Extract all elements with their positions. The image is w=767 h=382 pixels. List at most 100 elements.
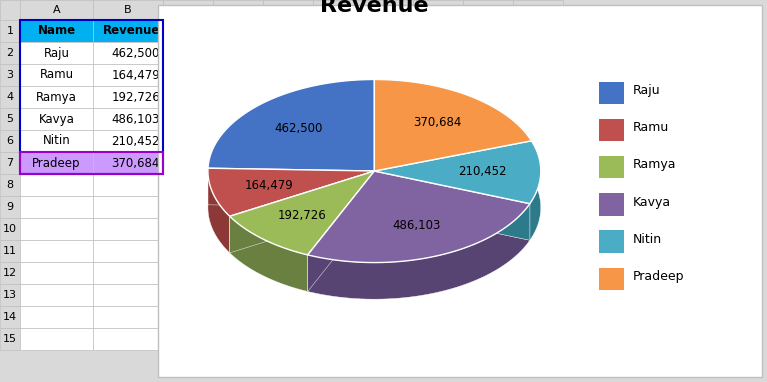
Polygon shape [374,141,541,204]
Bar [413,108,463,130]
Bar [263,240,313,262]
Bar [263,0,313,20]
Bar [0,86,20,108]
Bar [413,42,463,64]
Bar [363,0,413,20]
Bar [163,306,213,328]
Bar [413,20,463,42]
Bar [163,86,213,108]
Bar [20,20,93,42]
Bar [93,196,163,218]
Bar [599,119,624,141]
Text: Revenue: Revenue [320,0,429,16]
Bar [313,284,363,306]
Bar [413,284,463,306]
Text: 210,452: 210,452 [458,165,507,178]
Polygon shape [229,171,374,253]
Bar [20,42,93,64]
Bar [93,0,163,20]
Bar [263,130,313,152]
Bar [363,108,413,130]
Bar [363,42,413,64]
Bar [213,20,263,42]
Bar [163,152,213,174]
Polygon shape [374,141,532,208]
Text: Raju: Raju [44,47,70,60]
Polygon shape [229,216,308,291]
Text: Nitin: Nitin [43,134,71,147]
Bar [513,152,563,174]
Polygon shape [208,79,374,171]
Bar [513,262,563,284]
Bar [163,174,213,196]
Bar [463,196,513,218]
Polygon shape [530,141,541,240]
Bar [513,240,563,262]
Bar [463,218,513,240]
Bar [213,262,263,284]
Bar [163,20,213,42]
Bar [413,262,463,284]
Bar [0,130,20,152]
Bar [213,284,263,306]
Bar [0,284,20,306]
Bar [363,64,413,86]
FancyBboxPatch shape [158,5,762,377]
Bar [163,108,213,130]
Polygon shape [229,171,374,253]
Bar [513,64,563,86]
Bar [213,218,263,240]
Bar [20,108,93,130]
Text: I: I [486,5,489,15]
Text: 462,500: 462,500 [112,47,160,60]
Text: 486,103: 486,103 [112,113,160,126]
Bar [163,42,213,64]
Bar [599,268,624,290]
Bar [213,42,263,64]
Bar [413,196,463,218]
Bar [513,174,563,196]
Bar [0,0,563,20]
Polygon shape [208,168,374,208]
Bar [93,130,163,152]
Bar [93,152,163,174]
Bar [463,108,513,130]
Bar [463,306,513,328]
Bar [20,152,93,174]
Bar [413,130,463,152]
Bar [463,42,513,64]
Bar [163,0,213,20]
Bar [363,152,413,174]
Polygon shape [229,171,374,255]
Bar [93,306,163,328]
Bar [93,20,163,42]
Text: 5: 5 [6,114,14,124]
Bar [93,86,163,108]
Text: E: E [285,5,291,15]
Bar [413,306,463,328]
Text: 12: 12 [3,268,17,278]
Bar [313,218,363,240]
Bar [413,174,463,196]
Bar [213,240,263,262]
Bar [20,130,93,152]
Bar [263,108,313,130]
Bar [0,174,20,196]
Bar [463,130,513,152]
Text: Ramu: Ramu [39,68,74,81]
Bar [20,218,93,240]
Text: 8: 8 [6,180,14,190]
Bar [363,174,413,196]
Polygon shape [374,171,530,240]
Text: Ramya: Ramya [36,91,77,104]
Text: 370,684: 370,684 [112,157,160,170]
Text: 6: 6 [6,136,14,146]
Bar [463,152,513,174]
Text: Nitin: Nitin [633,233,662,246]
Bar [93,64,163,86]
Polygon shape [374,171,530,240]
Bar [413,240,463,262]
Text: C: C [184,5,192,15]
Bar [0,64,20,86]
Bar [20,152,163,174]
